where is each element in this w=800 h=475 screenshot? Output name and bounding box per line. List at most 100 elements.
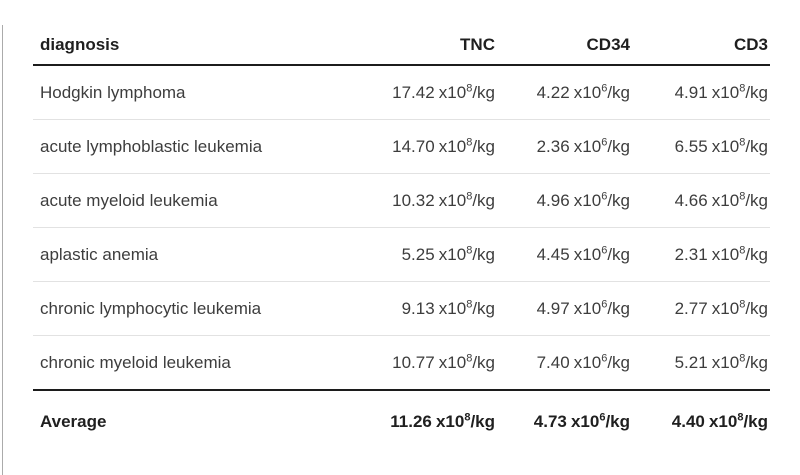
table-body: Hodgkin lymphoma 17.42 x108/kg 4.22 x106/k… — [33, 65, 770, 390]
unit: /kg — [472, 190, 495, 210]
unit: /kg — [607, 298, 630, 318]
exponent: 8 — [737, 411, 744, 424]
multiplier: x10 — [438, 352, 467, 372]
diagnosis-cell: acute myeloid leukemia — [40, 190, 218, 210]
exponent: 6 — [601, 81, 608, 94]
value-number: 4.73 — [533, 412, 567, 431]
unit: /kg — [607, 244, 630, 264]
multiplier: x10 — [711, 190, 740, 210]
unit: /kg — [472, 352, 495, 372]
exponent: 6 — [601, 297, 608, 310]
column-header-diagnosis: diagnosis — [40, 34, 120, 54]
tnc-value-cell: 5.25 x108/kg — [363, 228, 497, 282]
exponent: 6 — [601, 351, 608, 364]
value-number: 2.36 — [536, 136, 570, 156]
exponent: 8 — [466, 189, 473, 202]
exponent: 8 — [739, 297, 746, 310]
table-row: aplastic anemia 5.25 x108/kg 4.45 x106/kg … — [33, 228, 770, 282]
cd3-value-cell: 2.31 x108/kg — [632, 228, 770, 282]
multiplier: x10 — [438, 82, 467, 102]
value-number: 17.42 — [392, 82, 435, 102]
table-header: diagnosis TNC CD34 CD3 — [33, 25, 770, 65]
value-number: 2.31 — [674, 244, 708, 264]
cd3-value-cell: 4.91 x108/kg — [632, 65, 770, 120]
value-number: 4.45 — [536, 244, 570, 264]
exponent: 6 — [601, 135, 608, 148]
unit: /kg — [472, 136, 495, 156]
diagnosis-cell: Hodgkin lymphoma — [40, 82, 186, 102]
unit: /kg — [745, 82, 768, 102]
multiplier: x10 — [573, 298, 602, 318]
unit: /kg — [607, 352, 630, 372]
cd3-value-cell: 5.21 x108/kg — [632, 336, 770, 391]
multiplier: x10 — [438, 136, 467, 156]
exponent: 6 — [601, 189, 608, 202]
tnc-average-cell: 11.26 x108/kg — [363, 390, 497, 453]
unit: /kg — [472, 244, 495, 264]
value-number: 4.22 — [536, 82, 570, 102]
exponent: 8 — [739, 135, 746, 148]
tnc-value-cell: 10.32 x108/kg — [363, 174, 497, 228]
unit: /kg — [470, 412, 495, 431]
value-number: 6.55 — [674, 136, 708, 156]
value-number: 9.13 — [401, 298, 435, 318]
average-label: Average — [40, 412, 107, 431]
exponent: 8 — [739, 81, 746, 94]
unit: /kg — [743, 412, 768, 431]
column-header-cd3: CD3 — [733, 34, 768, 54]
diagnosis-cell: aplastic anemia — [40, 244, 159, 264]
exponent: 8 — [466, 81, 473, 94]
cd34-value-cell: 7.40 x106/kg — [497, 336, 632, 391]
value-number: 4.66 — [674, 190, 708, 210]
value-number: 5.21 — [674, 352, 708, 372]
exponent: 8 — [466, 351, 473, 364]
multiplier: x10 — [438, 244, 467, 264]
value-number: 4.96 — [536, 190, 570, 210]
tnc-value-cell: 17.42 x108/kg — [363, 65, 497, 120]
value-number: 10.77 — [392, 352, 435, 372]
tnc-value-cell: 10.77 x108/kg — [363, 336, 497, 391]
exponent: 6 — [601, 243, 608, 256]
multiplier: x10 — [573, 352, 602, 372]
average-row: Average 11.26 x108/kg 4.73 x106/kg 4.40 x10… — [33, 390, 770, 453]
value-number: 4.91 — [674, 82, 708, 102]
table-row: chronic myeloid leukemia 10.77 x108/kg 7.… — [33, 336, 770, 391]
cd3-value-cell: 6.55 x108/kg — [632, 120, 770, 174]
value-number: 4.40 — [671, 412, 705, 431]
cd34-value-cell: 4.45 x106/kg — [497, 228, 632, 282]
cd34-value-cell: 4.97 x106/kg — [497, 282, 632, 336]
table-row: acute myeloid leukemia 10.32 x108/kg 4.96… — [33, 174, 770, 228]
multiplier: x10 — [570, 412, 600, 431]
value-number: 7.40 — [536, 352, 570, 372]
table-row: acute lymphoblastic leukemia 14.70 x108/k… — [33, 120, 770, 174]
exponent: 8 — [466, 243, 473, 256]
diagnosis-cell: chronic myeloid leukemia — [40, 352, 231, 372]
unit: /kg — [745, 190, 768, 210]
unit: /kg — [605, 412, 630, 431]
cd34-value-cell: 4.96 x106/kg — [497, 174, 632, 228]
exponent: 8 — [466, 135, 473, 148]
exponent: 8 — [739, 243, 746, 256]
table-row: chronic lymphocytic leukemia 9.13 x108/kg… — [33, 282, 770, 336]
cd34-value-cell: 2.36 x106/kg — [497, 120, 632, 174]
unit: /kg — [472, 82, 495, 102]
multiplier: x10 — [711, 298, 740, 318]
multiplier: x10 — [438, 298, 467, 318]
multiplier: x10 — [573, 136, 602, 156]
value-number: 10.32 — [392, 190, 435, 210]
value-number: 14.70 — [392, 136, 435, 156]
value-number: 2.77 — [674, 298, 708, 318]
multiplier: x10 — [573, 190, 602, 210]
unit: /kg — [745, 352, 768, 372]
multiplier: x10 — [711, 352, 740, 372]
unit: /kg — [745, 244, 768, 264]
multiplier: x10 — [573, 82, 602, 102]
cd3-value-cell: 2.77 x108/kg — [632, 282, 770, 336]
cd34-average-cell: 4.73 x106/kg — [497, 390, 632, 453]
multiplier: x10 — [711, 244, 740, 264]
cd34-value-cell: 4.22 x106/kg — [497, 65, 632, 120]
unit: /kg — [745, 136, 768, 156]
table-row: Hodgkin lymphoma 17.42 x108/kg 4.22 x106/k… — [33, 65, 770, 120]
page-left-border — [2, 25, 3, 475]
multiplier: x10 — [438, 190, 467, 210]
